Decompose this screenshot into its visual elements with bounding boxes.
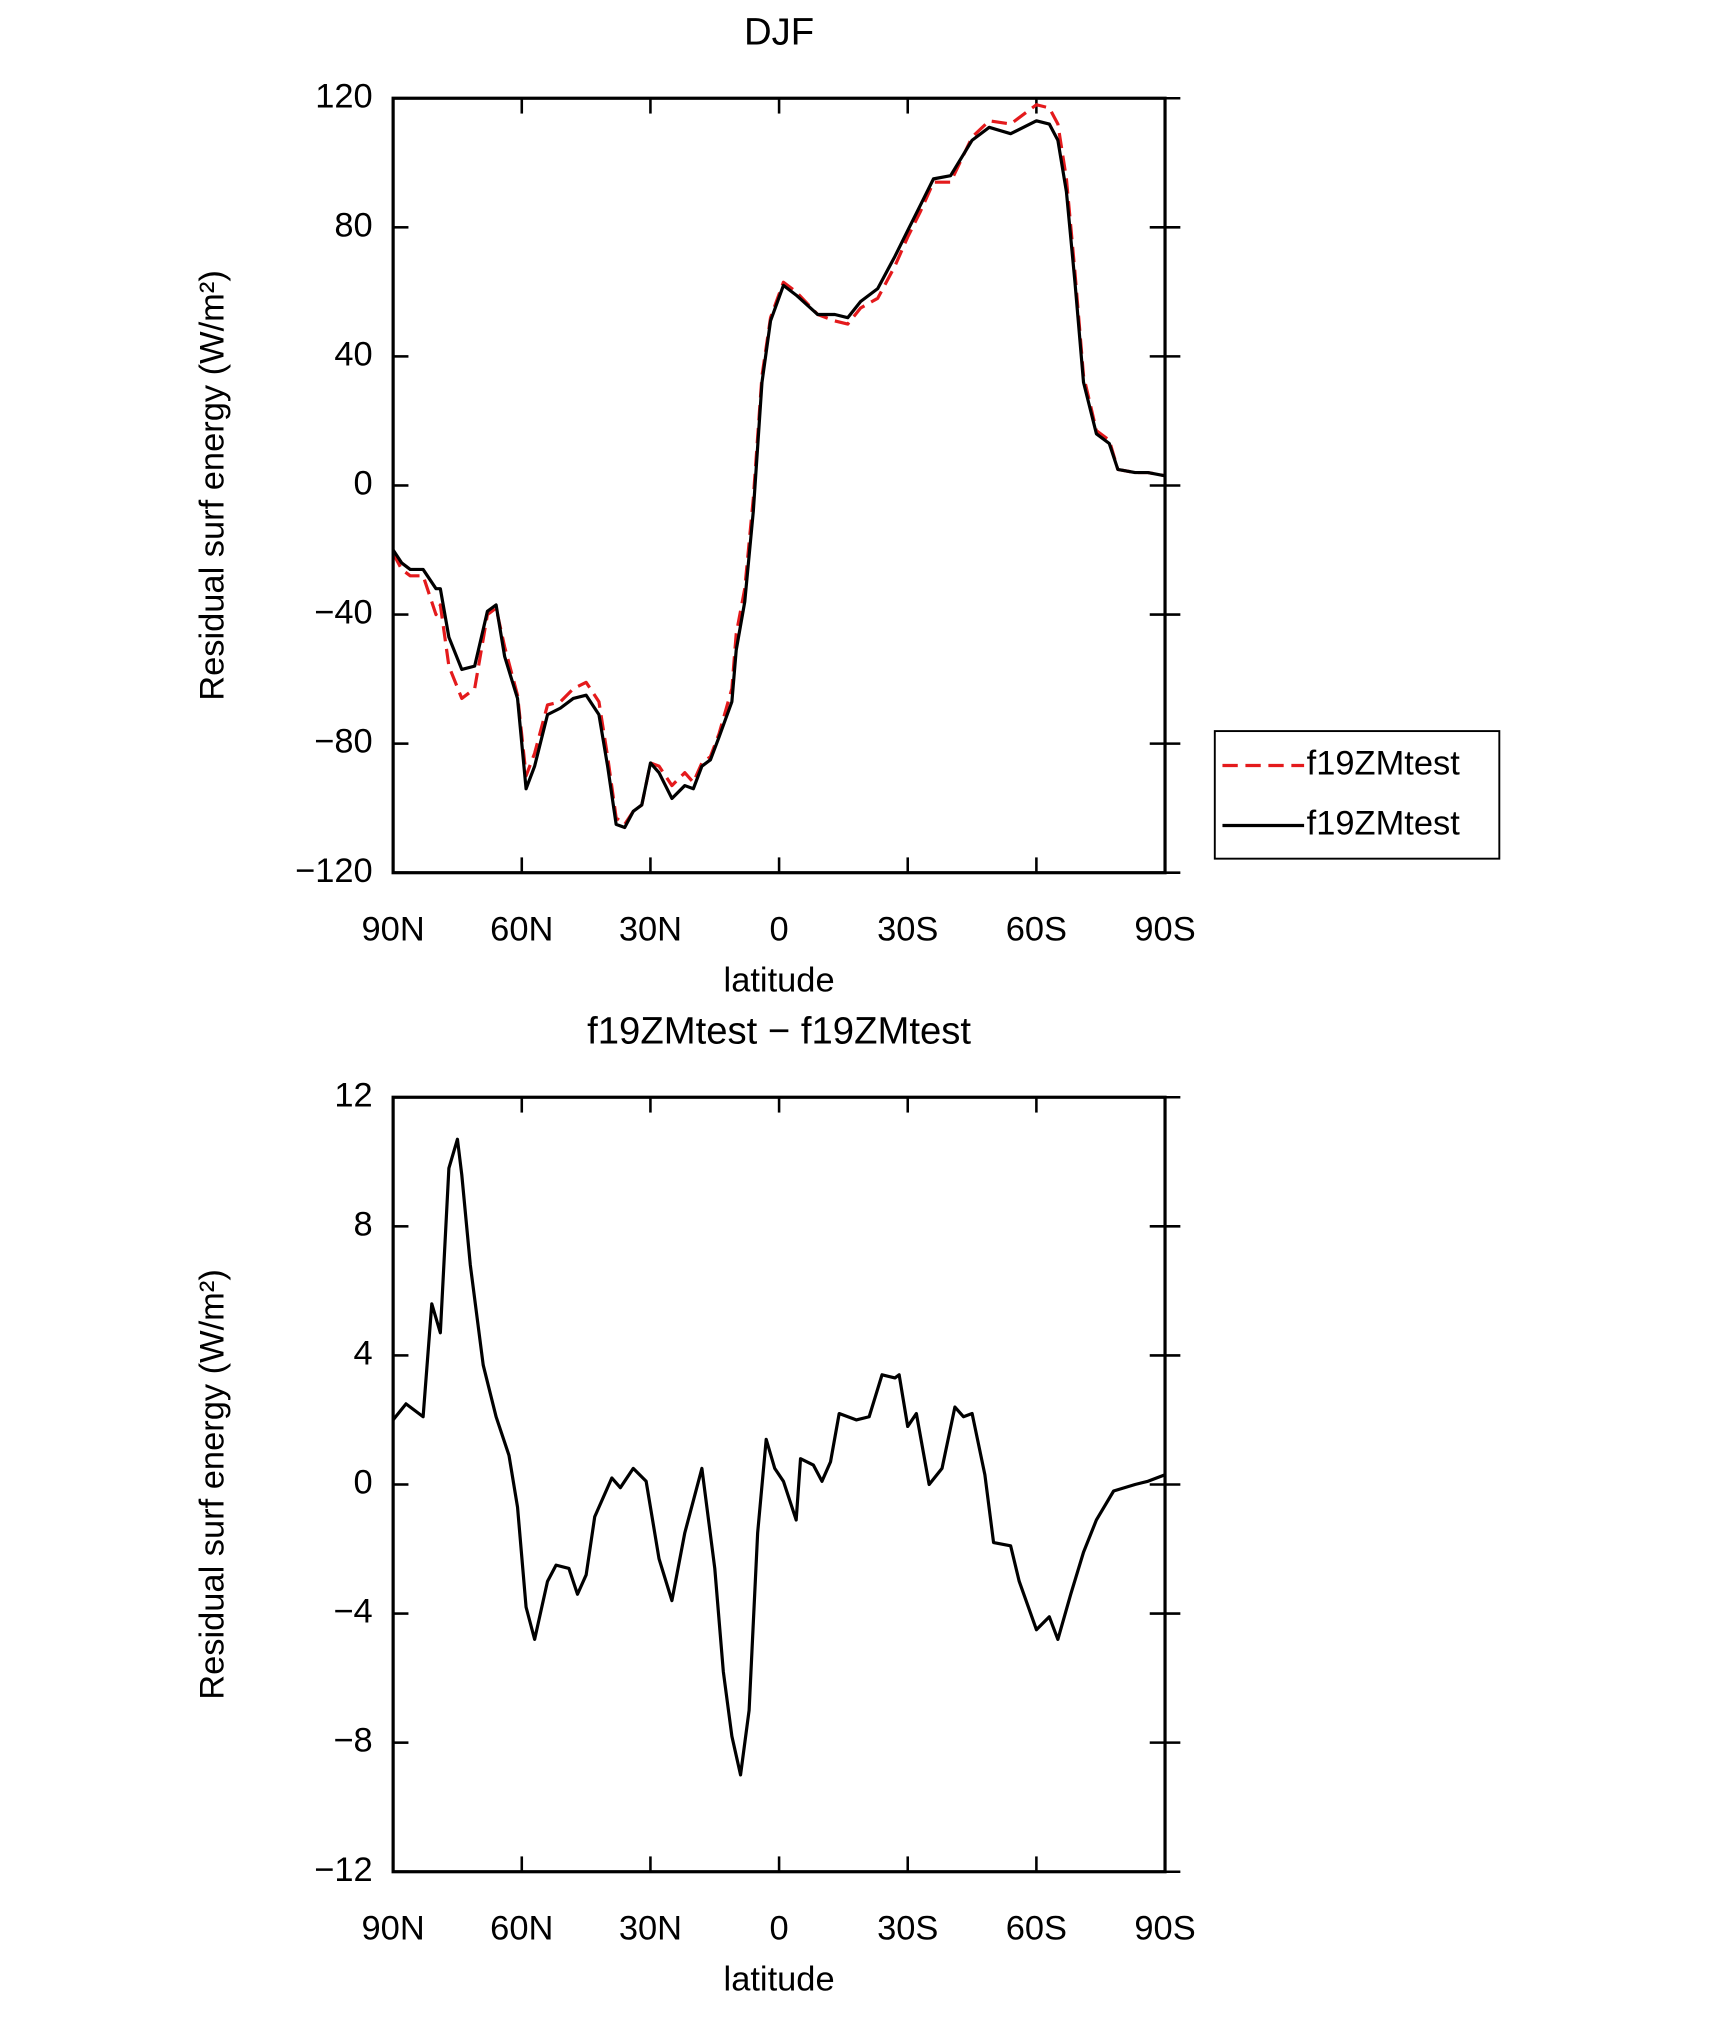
- chart-title: DJF: [744, 11, 814, 54]
- y-tick-label: −8: [333, 1722, 372, 1760]
- series-line: [391, 1137, 1166, 1777]
- y-tick-label: −80: [314, 723, 372, 761]
- y-tick-label: 8: [354, 1205, 373, 1243]
- x-tick-label: 60S: [1006, 910, 1067, 948]
- y-tick-label: −40: [314, 594, 372, 632]
- x-tick-label: 60N: [490, 910, 553, 948]
- legend-label: f19ZMtest: [1307, 745, 1461, 783]
- y-tick-label: 40: [334, 335, 372, 373]
- x-tick-label: 60S: [1006, 1910, 1067, 1948]
- series-line: [391, 119, 1166, 830]
- y-tick-label: 12: [334, 1076, 372, 1114]
- x-tick-label: 30N: [619, 910, 682, 948]
- x-tick-label: 90S: [1134, 910, 1195, 948]
- series-line: [391, 103, 1166, 826]
- chart-title: f19ZMtest − f19ZMtest: [587, 1010, 971, 1053]
- x-axis-label: latitude: [724, 1961, 835, 1999]
- y-tick-label: 120: [315, 77, 372, 115]
- x-tick-label: 30S: [877, 910, 938, 948]
- x-tick-label: 30N: [619, 1910, 682, 1948]
- y-tick-label: −12: [314, 1851, 372, 1889]
- x-tick-label: 90N: [362, 1910, 425, 1948]
- y-tick-label: 0: [354, 465, 373, 503]
- x-tick-label: 0: [770, 910, 789, 948]
- y-tick-label: 80: [334, 206, 372, 244]
- plot-frame: [391, 96, 1167, 875]
- y-axis-label: Residual surf energy (W/m²): [194, 270, 232, 701]
- y-tick-label: 0: [354, 1464, 373, 1502]
- legend-label: f19ZMtest: [1307, 805, 1461, 843]
- plot-frame: [391, 1095, 1167, 1874]
- legend-box: [1213, 730, 1501, 860]
- x-tick-label: 30S: [877, 1910, 938, 1948]
- y-tick-label: 4: [354, 1335, 373, 1373]
- x-tick-label: 60N: [490, 1910, 553, 1948]
- y-tick-label: −120: [295, 852, 373, 890]
- x-tick-label: 90N: [362, 910, 425, 948]
- x-axis-label: latitude: [724, 962, 835, 1000]
- y-tick-label: −4: [333, 1593, 372, 1631]
- x-tick-label: 90S: [1134, 1910, 1195, 1948]
- x-tick-label: 0: [770, 1910, 789, 1948]
- y-axis-label: Residual surf energy (W/m²): [194, 1269, 232, 1700]
